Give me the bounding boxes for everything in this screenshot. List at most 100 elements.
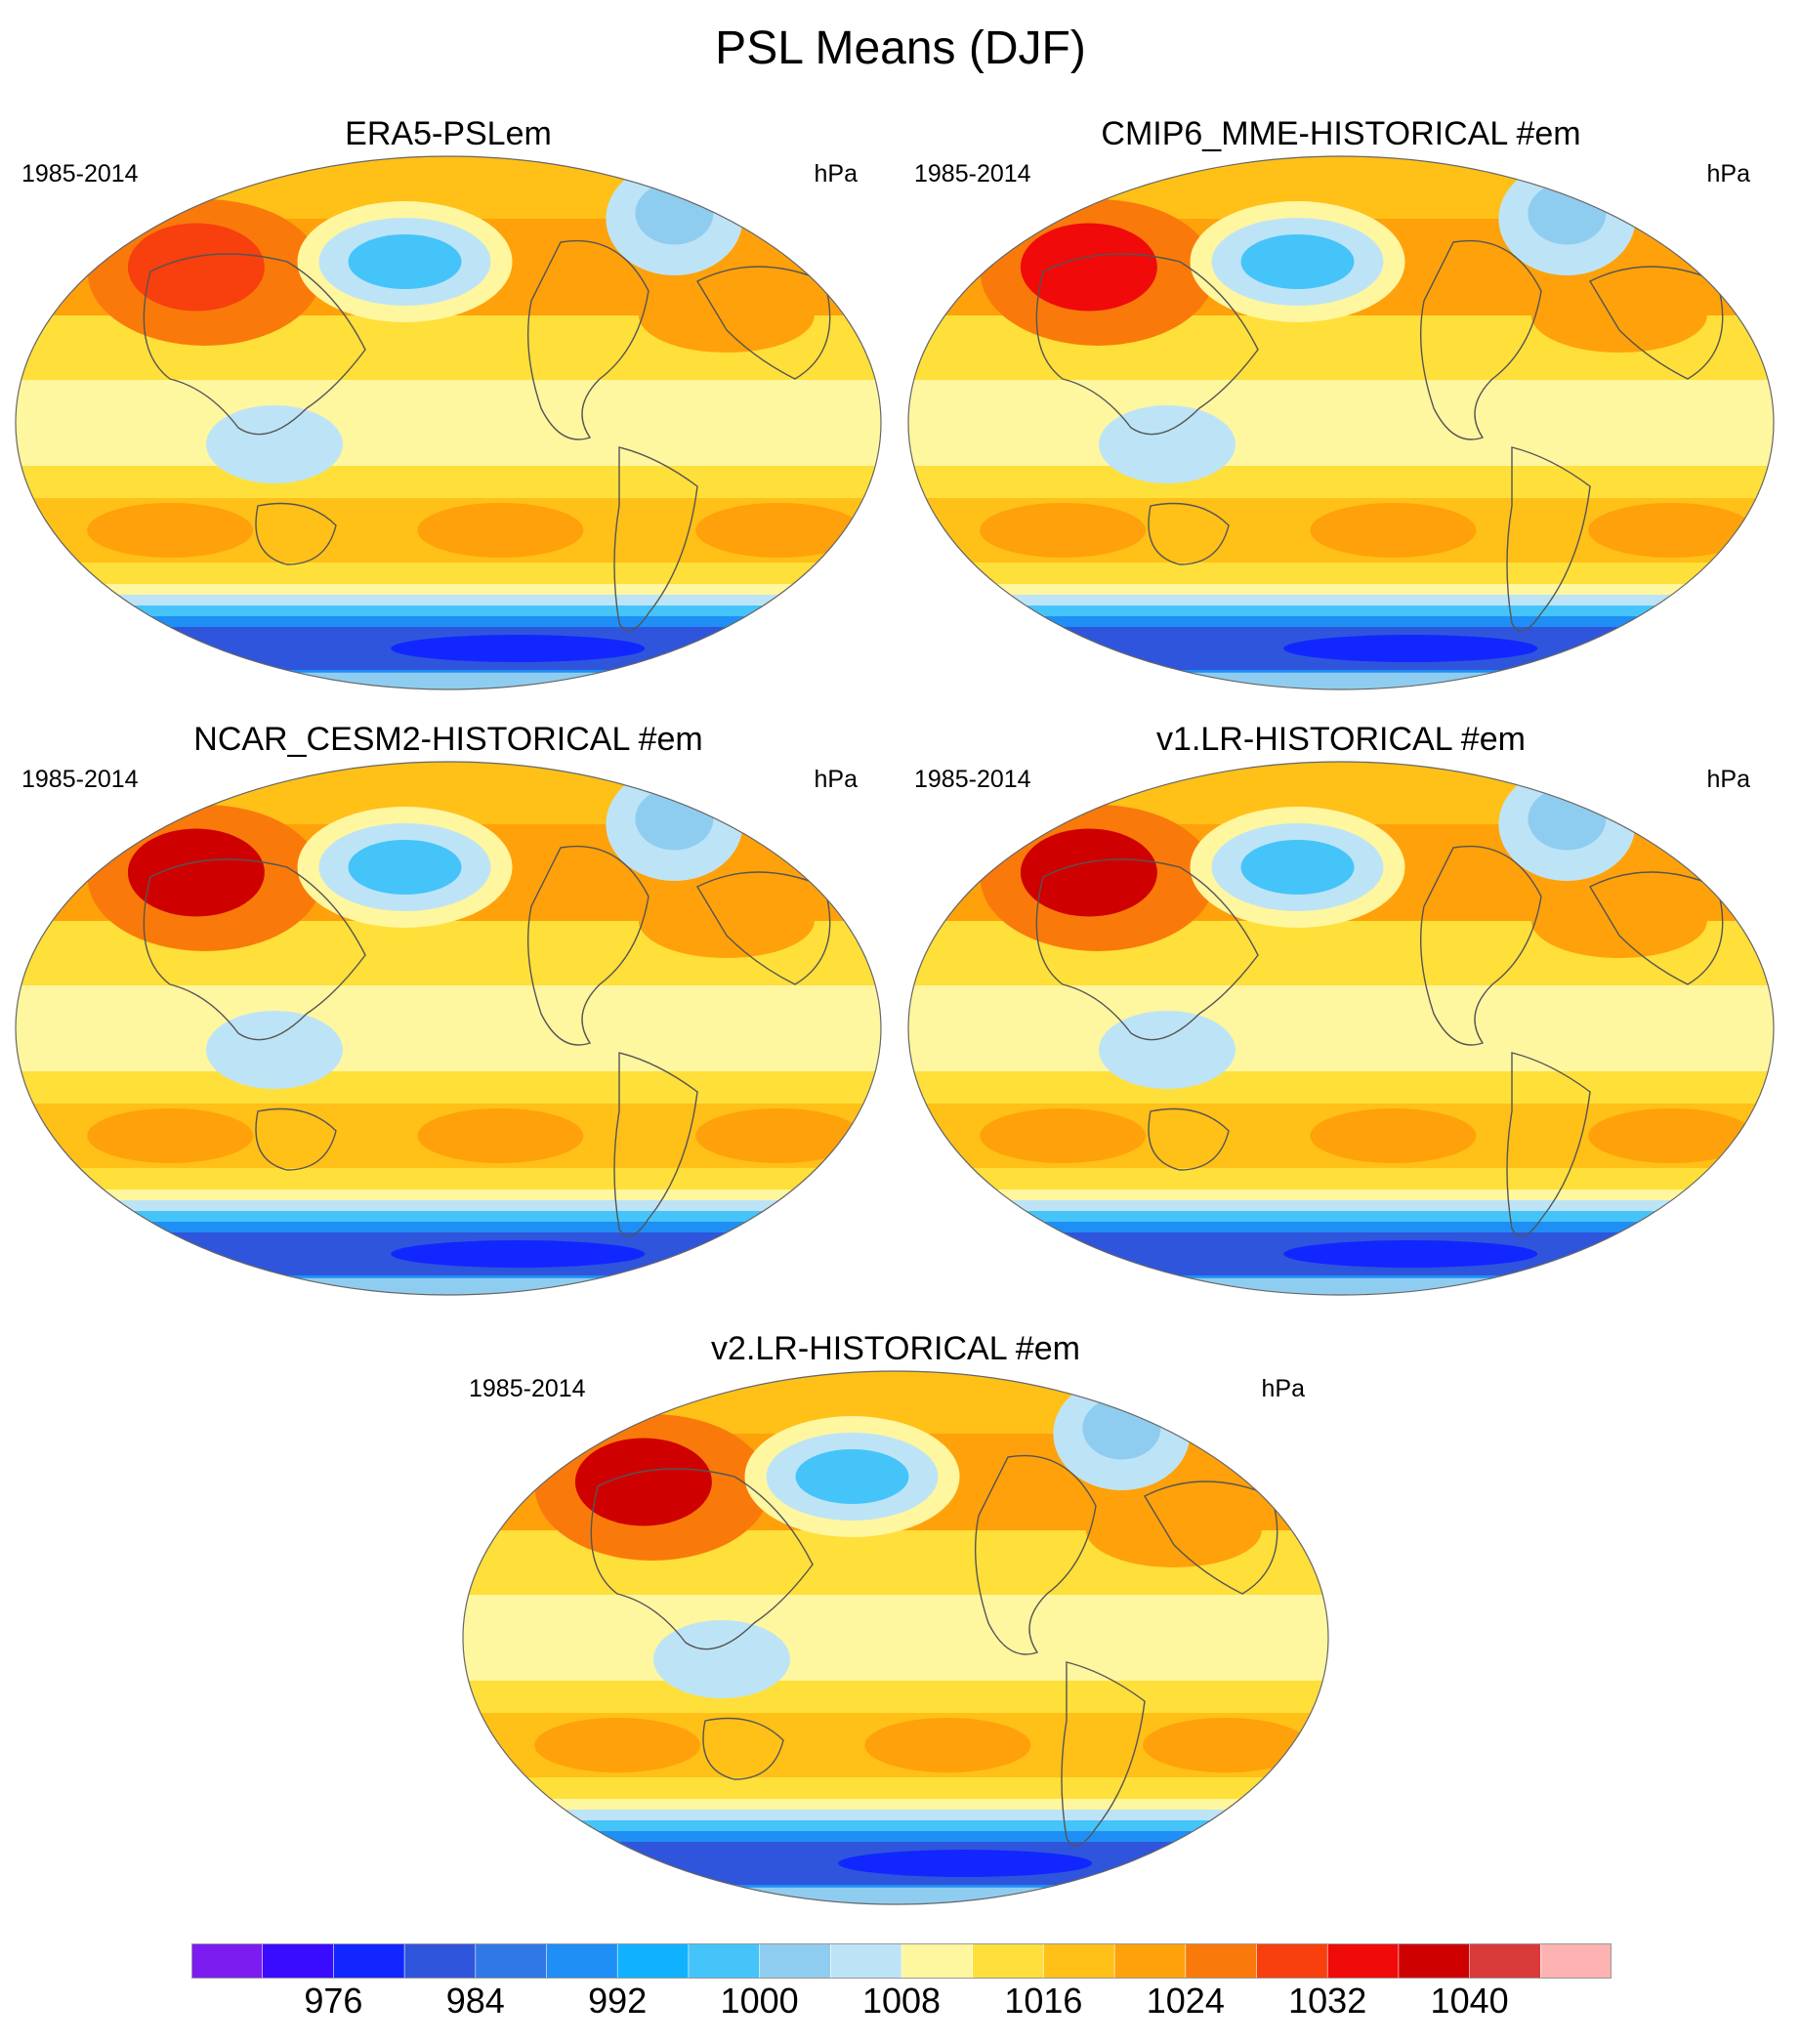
coastline <box>613 446 698 632</box>
coastline <box>1035 253 1259 436</box>
colorbar-tick-label: 1024 <box>1146 1981 1225 2021</box>
aleutian-low-core <box>348 234 462 289</box>
colorbar-tick-label: 1016 <box>1004 1981 1083 2021</box>
colorbar-swatch <box>616 1943 690 1979</box>
coastline <box>613 1052 698 1237</box>
pressure-band <box>16 616 881 628</box>
coastline <box>590 1468 814 1650</box>
subtropical-high <box>980 503 1147 558</box>
coastline <box>255 502 337 565</box>
pressure-band <box>908 616 1774 628</box>
pressure-band <box>463 1799 1328 1811</box>
coastline <box>1035 858 1259 1041</box>
siberian-high-core <box>127 828 265 917</box>
azores-high <box>1530 884 1707 958</box>
aleutian-low-core <box>348 840 462 895</box>
pressure-band <box>16 985 881 1072</box>
colorbar-swatch <box>759 1943 832 1979</box>
pressure-band <box>463 1777 1328 1800</box>
colorbar-swatch <box>1398 1943 1471 1979</box>
coastline <box>1506 1052 1591 1237</box>
map-panel-cmip6-mme: CMIP6_MME-HISTORICAL #em 1985-2014 hPa <box>897 115 1785 701</box>
colorbar-tick-label: 976 <box>304 1981 363 2021</box>
colorbar-swatch <box>1540 1943 1612 1979</box>
coastline <box>702 1717 784 1780</box>
colorbar <box>191 1943 1612 1979</box>
pressure-band <box>16 1200 881 1212</box>
pressure-band <box>908 563 1774 585</box>
circumpolar-trough <box>1283 635 1538 662</box>
pressure-band <box>16 466 881 499</box>
colorbar-swatch <box>191 1943 264 1979</box>
pressure-band <box>463 1595 1328 1682</box>
map-border <box>15 155 882 690</box>
subtropical-high <box>1310 503 1477 558</box>
pressure-band <box>908 1189 1774 1201</box>
maritime-low <box>206 1011 343 1089</box>
siberian-high-core <box>1020 223 1157 312</box>
map-panel-v1-lr: v1.LR-HISTORICAL #em 1985-2014 hPa <box>897 721 1785 1307</box>
map-border <box>907 761 1775 1296</box>
antarctic-band <box>16 672 881 689</box>
pressure-band <box>16 380 881 467</box>
coastline <box>1148 502 1230 565</box>
coastline <box>1589 871 1724 985</box>
colorbar-swatch <box>1113 1943 1187 1979</box>
maritime-low <box>653 1620 790 1698</box>
panel-title: ERA5-PSLem <box>345 115 552 152</box>
antarctic-band <box>463 1887 1328 1904</box>
siberian-high-core <box>574 1438 712 1526</box>
map-canvas <box>15 155 882 690</box>
coastline <box>1419 239 1542 440</box>
panel-title: CMIP6_MME-HISTORICAL #em <box>1101 115 1581 152</box>
siberian-high-core <box>1020 828 1157 917</box>
azores-high <box>638 884 815 958</box>
pressure-band <box>908 985 1774 1072</box>
colorbar-swatch <box>475 1943 548 1979</box>
coastline <box>1589 266 1724 380</box>
aleutian-low-core <box>1240 840 1355 895</box>
map-canvas <box>462 1370 1329 1905</box>
colorbar-swatch <box>900 1943 974 1979</box>
subtropical-high <box>534 1718 701 1773</box>
panel-title: v1.LR-HISTORICAL #em <box>1156 721 1526 758</box>
panel-units: hPa <box>814 160 858 188</box>
aleutian-low-core <box>795 1449 909 1504</box>
panel-period: 1985-2014 <box>914 766 1031 793</box>
subtropical-high <box>1588 1108 1755 1163</box>
colorbar-swatch <box>829 1943 902 1979</box>
pressure-band <box>908 380 1774 467</box>
map-canvas <box>907 155 1775 690</box>
subtropical-high <box>1588 503 1755 558</box>
pressure-band <box>463 1820 1328 1832</box>
colorbar-tick-label: 992 <box>588 1981 648 2021</box>
icelandic-low-core <box>1528 787 1607 851</box>
coastline <box>696 266 831 380</box>
coastline <box>974 1454 1097 1655</box>
circumpolar-trough <box>391 635 646 662</box>
colorbar-tick-label: 1032 <box>1288 1981 1367 2021</box>
panel-period: 1985-2014 <box>21 766 139 793</box>
subtropical-high <box>1310 1108 1477 1163</box>
subtropical-high <box>417 1108 584 1163</box>
panel-title: NCAR_CESM2-HISTORICAL #em <box>193 721 703 758</box>
icelandic-low-core <box>635 182 714 245</box>
coastline <box>526 845 649 1046</box>
colorbar-swatch <box>1043 1943 1115 1979</box>
coastline <box>143 858 366 1041</box>
colorbar-swatch <box>1326 1943 1400 1979</box>
coastline <box>1148 1107 1230 1171</box>
map-canvas <box>15 761 882 1296</box>
pressure-band <box>908 1200 1774 1212</box>
icelandic-low-core <box>635 787 714 851</box>
map-canvas <box>907 761 1775 1296</box>
pressure-band <box>908 1222 1774 1233</box>
map-border <box>15 761 882 1296</box>
aleutian-low-core <box>1240 234 1355 289</box>
pressure-band <box>463 1810 1328 1821</box>
subtropical-high <box>87 1108 254 1163</box>
figure-title: PSL Means (DJF) <box>715 22 1086 74</box>
pressure-band <box>463 1831 1328 1843</box>
pressure-band <box>908 605 1774 617</box>
subtropical-high <box>864 1718 1031 1773</box>
